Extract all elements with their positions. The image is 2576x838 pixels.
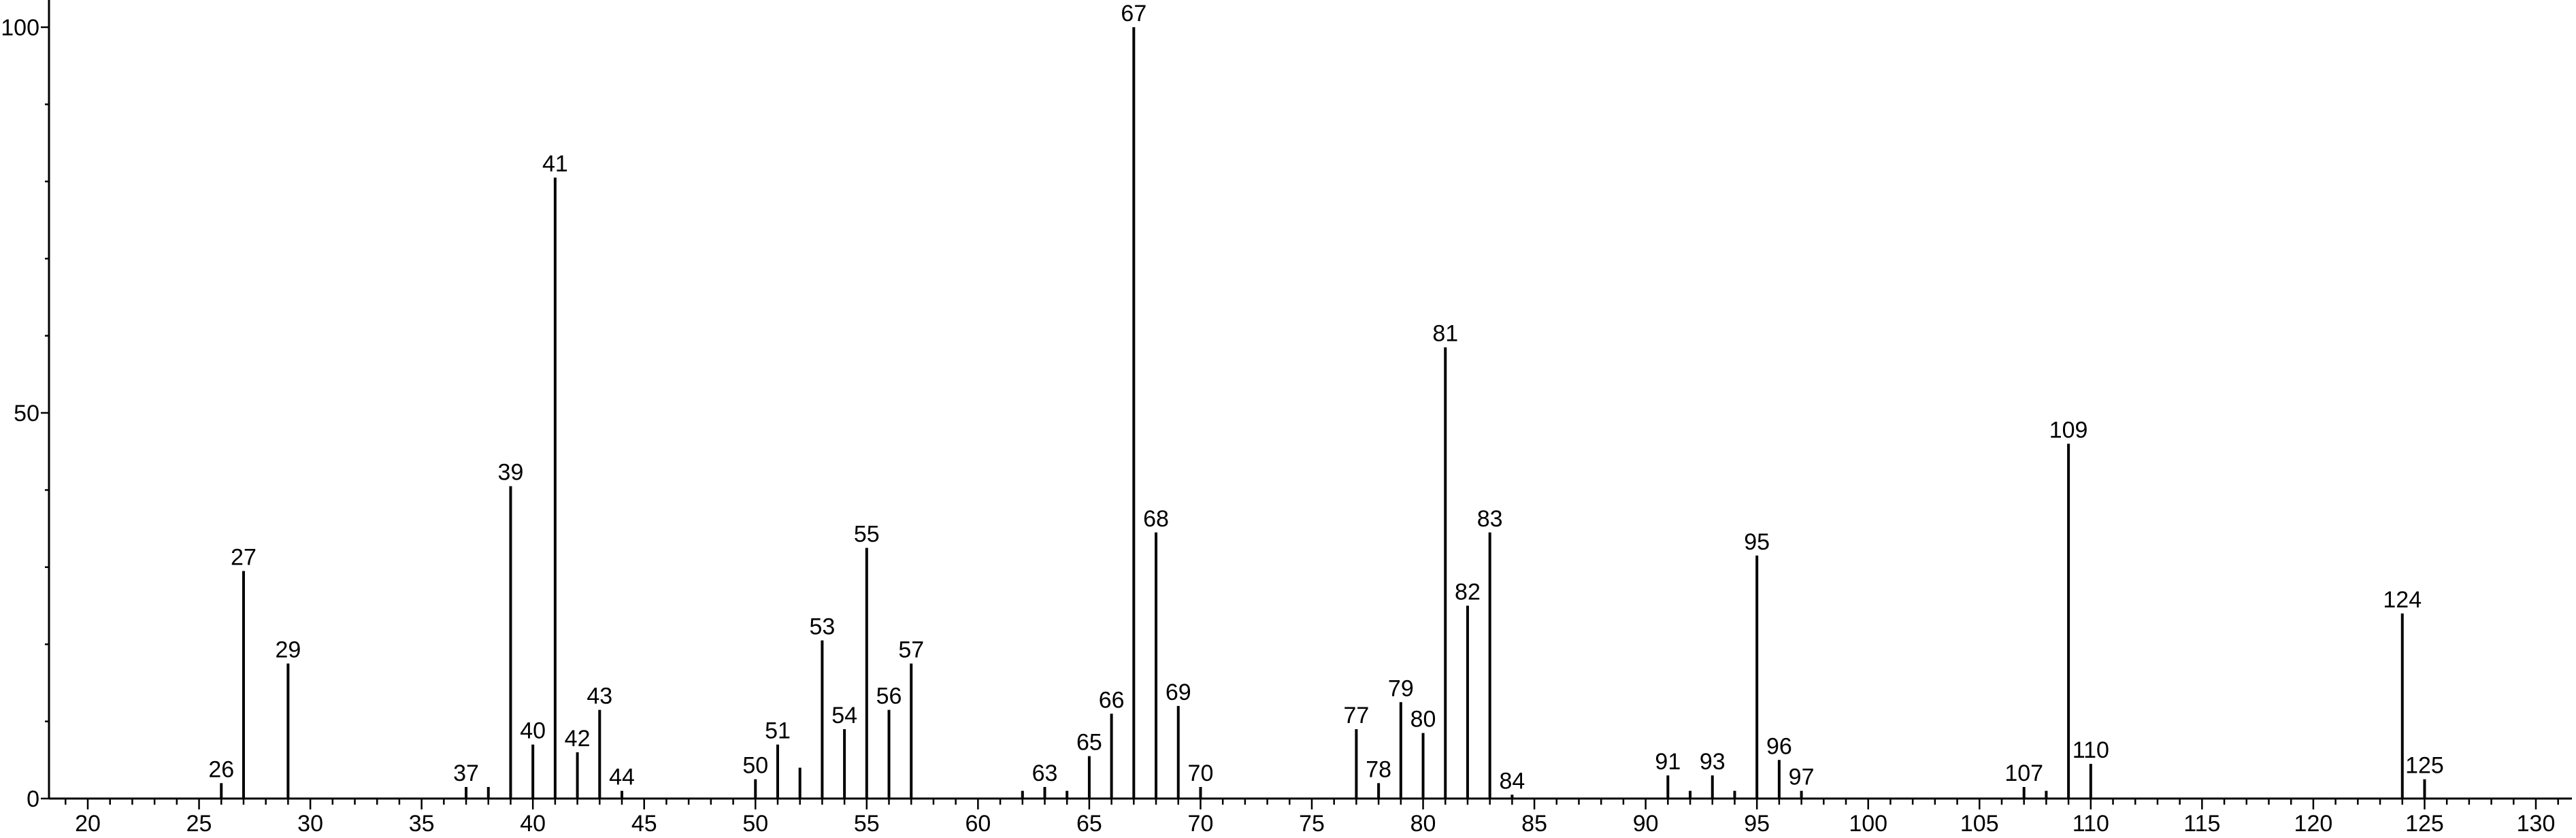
x-tick-label: 40 [520,811,546,837]
peak-label: 63 [1032,760,1058,786]
y-axis-ticks: 0 50 100 [1,15,49,812]
peak-label: 37 [453,760,479,786]
peak-label: 69 [1166,680,1191,705]
y-tick-label: 50 [14,401,39,426]
peak-label: 79 [1388,675,1414,701]
peak-label: 83 [1477,506,1503,532]
x-tick-label: 35 [409,811,435,837]
x-tick-label: 20 [75,811,101,837]
x-tick-label: 25 [186,811,212,837]
peak-label: 125 [2405,753,2444,779]
x-tick-label: 60 [965,811,991,837]
peak-label: 93 [1700,749,1725,775]
peak-label: 39 [498,460,524,486]
x-tick-label: 55 [854,811,880,837]
peak-label: 96 [1766,733,1792,759]
x-tick-label: 30 [297,811,323,837]
peak-label: 124 [2383,587,2422,613]
x-tick-label: 65 [1076,811,1102,837]
x-tick-label: 75 [1299,811,1325,837]
x-tick-label: 95 [1744,811,1770,837]
peak-label: 50 [742,753,768,779]
x-tick-label: 45 [631,811,657,837]
peak-label: 82 [1455,580,1481,605]
peak-label: 95 [1744,529,1770,555]
peak-label: 26 [208,756,234,782]
x-tick-label: 85 [1521,811,1547,837]
x-tick-label: 110 [2073,811,2109,837]
peak-label: 54 [831,703,857,728]
x-tick-label: 105 [1960,811,1999,837]
y-tick-label: 100 [1,15,39,41]
x-tick-label: 125 [2405,811,2444,837]
x-tick-label: 100 [1849,811,1887,837]
peak-label: 81 [1432,321,1458,347]
peak-label: 66 [1099,687,1125,713]
x-axis-ticks: 20 25 30 35 40 45 50 55 60 65 70 75 80 85 90 95 100 105 11… [65,799,2559,837]
peak-label: 78 [1366,756,1391,782]
x-tick-label: 80 [1410,811,1436,837]
peak-label: 44 [609,765,635,790]
y-tick-label: 0 [27,786,39,812]
peak-label: 27 [231,544,257,570]
peak-label: 56 [876,684,902,709]
peak-label: 67 [1121,1,1146,27]
x-tick-label: 130 [2517,811,2556,837]
peak-label: 43 [587,684,612,709]
spectrum-peaks [220,27,2426,799]
peak-label: 29 [275,637,301,663]
peak-label: 70 [1188,760,1214,786]
peak-label: 68 [1143,506,1169,532]
x-tick-label: 50 [742,811,768,837]
peak-label: 42 [565,726,591,752]
peak-labels: 26 27 29 37 39 40 41 42 43 44 50 51 53 54 55 56 57 63 65 66… [208,1,2443,794]
x-tick-label: 120 [2294,811,2333,837]
peak-label: 91 [1655,749,1681,775]
x-tick-label: 115 [2183,811,2220,837]
peak-label: 40 [520,718,546,744]
peak-label: 77 [1344,703,1370,728]
peak-label: 51 [765,718,791,744]
peak-label: 109 [2049,417,2088,443]
peak-label: 107 [2004,760,2043,786]
x-tick-label: 90 [1633,811,1659,837]
x-tick-label: 70 [1188,811,1214,837]
peak-label: 57 [898,637,924,663]
peak-label: 84 [1499,768,1525,794]
peak-label: 110 [2073,737,2109,763]
peak-label: 80 [1410,707,1436,733]
peak-label: 97 [1789,765,1815,790]
peak-label: 55 [854,521,880,547]
peak-label: 65 [1076,730,1102,756]
peak-label: 41 [542,151,568,177]
peak-label: 53 [809,614,835,640]
